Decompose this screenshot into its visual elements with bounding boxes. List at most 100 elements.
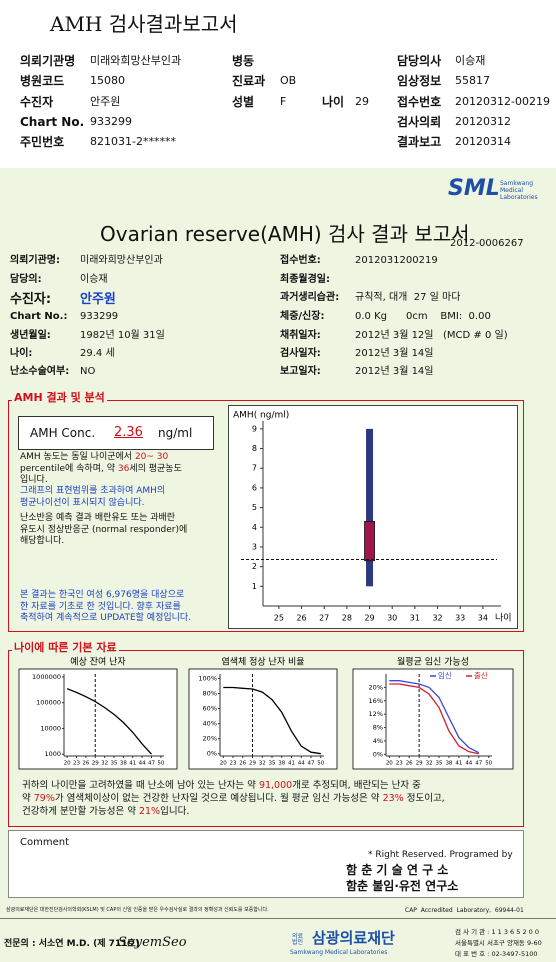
field-label: 접수번호 [397,95,442,109]
text-segment: 축적하여 계속적으로 UPDATE할 예정입니다. [20,613,192,623]
x-tick-label: 33 [455,614,465,623]
field-value: 29 [355,95,369,108]
field-label: 생년월일: [10,330,51,341]
x-tick-label: 41 [455,761,462,767]
x-tick-label: 35 [436,761,443,767]
field-value: 933299 [90,115,132,128]
text-line: 평균나이선이 표시되지 않습니다. [20,498,145,508]
text-segment: 정도이고, [403,793,445,804]
chart-title: 염색체 정상 난자 비율 [221,657,304,668]
x-tick-label: 26 [406,761,413,767]
text-segment: 21% [138,806,161,817]
field-label: 수진자 [20,95,54,109]
y-tick-label: 2 [252,562,257,571]
x-tick-label: 32 [259,761,266,767]
x-tick-label: 26 [82,761,89,767]
report-title: Ovarian reserve(AMH) 검사 결과 보고서 [100,222,470,246]
x-tick-label: 20 [220,761,227,767]
y-tick-label: 8 [252,444,257,453]
field-label: 난소수술여부: [10,366,70,377]
x-tick-label: 26 [296,614,306,623]
text-segment: 20~ 30 [134,452,169,462]
y-tick-label: 40% [203,720,217,728]
x-tick-label: 23 [73,761,80,767]
x-tick-label: 32 [101,761,108,767]
credit: 함춘 불임·유전 연구소 [346,879,459,893]
frame [18,668,178,770]
conc-box [18,416,214,450]
x-tick-label: 35 [111,761,118,767]
field-value: F [280,95,287,108]
comment-box [8,830,524,898]
chart-eggs: 예상 잔여 난자 1000 10000 100000 1000000 20 23 26 29 32… [18,656,178,770]
comment-label: Comment [20,837,69,848]
text-line: 본 결과는 한국인 여성 6,976명을 대상으로 [20,591,184,600]
org: 삼광의료재단 [312,929,395,947]
field-value: 2012031200219 [355,255,438,266]
text-line: 건강하게 분만할 가능성은 약 21%입니다. [22,807,189,817]
field-label: 접수번호: [280,255,321,266]
y-tick-label: 0% [373,750,383,758]
field-label: 의뢰기관명: [10,255,60,266]
y-tick-label: 8% [373,724,383,732]
x-tick-label: 50 [317,761,324,767]
text-segment: 건강하게 분만할 가능성은 약 [22,806,139,817]
y-tick-label: 4 [252,523,257,532]
text-line: 유도시 정상반응군 (normal responder)에 [20,525,187,535]
field-value: 1982년 10월 31일 [80,330,165,341]
text-line: 그래프의 표현범위를 초과하여 AMH의 [20,487,165,496]
x-tick-label: 29 [416,761,423,767]
report-number: 2012-0006267 [450,238,524,249]
conc-label: AMH Conc. [30,426,96,440]
frame [352,668,514,770]
y-tick-label: 100% [198,675,217,683]
x-tick-label: 47 [148,761,155,767]
field-label: 나이 [322,95,345,109]
logo-sub-line: Laboratories [500,194,538,201]
x-tick-label: 29 [92,761,99,767]
field-value: 2012년 3월 14일 [355,366,434,377]
x-tick-label: 32 [426,761,433,767]
text-line: 난소반응 예측 결과 배란유도 또는 과배란 [20,514,175,523]
field-value: 미래와희망산부인과 [80,255,163,266]
x-tick-label: 29 [364,614,374,623]
field-value: 933299 [80,311,119,322]
text-segment: 23% [382,793,404,804]
text-line: 해당합니다. [20,537,64,546]
y-tick-label: 9 [252,424,257,433]
y-tick-label: 5 [252,503,257,512]
x-tick-label: 38 [120,761,127,767]
x-tick-label: 20 [64,761,71,767]
y-tick-label: 1 [252,582,257,591]
field-label: 주민번호 [20,135,65,149]
footer-cap: CAP Accredited Laboratory, 69944-01 [405,907,524,914]
x-tick-label: 44 [465,761,472,767]
address: 검 사 기 관 : 1 1 3 6 5 2 0 0 [455,928,539,936]
field-label: 수진자: [10,292,52,307]
x-tick-label: 38 [445,761,452,767]
y-tick-label: 7 [252,464,257,473]
analysis-box [8,400,524,632]
field-value: 20120312-00219 [455,95,550,108]
text-line: AMH 농도는 동일 나이군에서 20~ 30 [20,453,168,462]
x-tick-label: 50 [157,761,164,767]
field-value: NO [80,366,96,377]
text-segment: 개로 추정되며, 배란되는 난자 중 [292,780,421,791]
field-value: 이승재 [455,54,486,67]
basics-box [8,650,524,827]
field-label: 검사의뢰 [397,115,442,129]
field-label: 체중/신장: [280,311,325,322]
x-tick-label: 44 [298,761,305,767]
field-value: 규칙적, 대개 27 일 마다 [355,292,461,303]
x-tick-label: 50 [485,761,492,767]
text-segment: 해당합니다. [20,536,65,546]
y-tick-label: 20% [369,683,383,691]
field-label: Chart No.: [10,311,68,322]
chart-title: 월평균 임신 가능성 [397,656,469,668]
field-value: 0.0 Kg 0cm BMI: 0.00 [355,311,491,322]
y-tick-label: 4% [373,737,383,745]
logo: SML [448,176,500,201]
address: 대 표 번 호 : 02-3497-5100 [455,950,538,958]
